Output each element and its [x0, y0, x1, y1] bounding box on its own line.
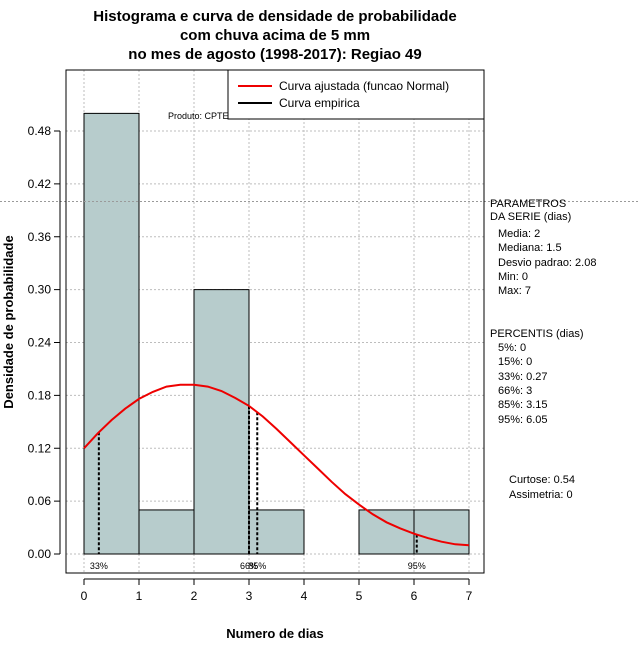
percentil-33: 33%: 0.27: [498, 371, 548, 383]
normal-fit-curve: [83, 383, 470, 547]
params-title-line-2: DA SERIE (dias): [490, 211, 571, 223]
x-tick-label-1: 1: [136, 589, 143, 603]
percentil-95: 95%: 6.05: [498, 414, 548, 426]
percentil-5: 5%: 0: [498, 342, 526, 354]
x-tick-label-6: 6: [411, 589, 418, 603]
percentil-85: 85%: 3.15: [498, 399, 548, 411]
y-tick-label-2: 0.12: [28, 441, 52, 455]
legend: Curva ajustada (funcao Normal) Curva emp…: [227, 69, 485, 120]
x-tick-label-5: 5: [356, 589, 363, 603]
legend-box: [227, 69, 485, 120]
histogram-bar-6: [413, 509, 470, 555]
chart-title-line-1: Histograma e curva de densidade de proba…: [93, 8, 456, 25]
y-tick-label-1: 0.06: [28, 494, 52, 508]
x-tick-label-7: 7: [466, 589, 473, 603]
percentis-title: PERCENTIS (dias): [490, 328, 584, 340]
param-desvio: Desvio padrao: 2.08: [498, 257, 596, 269]
assimetria-value: Assimetria: 0: [509, 489, 573, 501]
y-tick-label-5: 0.30: [28, 283, 52, 297]
y-tick-label-4: 0.24: [28, 336, 52, 350]
chart-title-line-3: no mes de agosto (1998-2017): Regiao 49: [128, 46, 421, 63]
chart-title-line-2: com chuva acima de 5 mm: [180, 27, 370, 44]
percentile-label-1: 66%: [240, 561, 258, 571]
x-axis: 0 1 2 3 4 5 6 7: [81, 578, 473, 603]
histogram-bars: [83, 112, 470, 555]
histogram-bar-3: [248, 509, 305, 555]
histogram-bar-1: [138, 509, 195, 555]
curtose-value: Curtose: 0.54: [509, 474, 575, 486]
x-tick-label-3: 3: [246, 589, 253, 603]
param-media: Media: 2: [498, 228, 540, 240]
y-axis-label: Densidade de probabilidade: [1, 235, 16, 408]
legend-label-empirical: Curva empirica: [279, 96, 360, 110]
y-tick-label-8: 0.48: [28, 124, 52, 138]
y-axis: 0.00 0.06 0.12 0.18 0.24 0.30 0.36 0.42 0.48: [28, 124, 61, 561]
side-panel: PARAMETROS DA SERIE (dias) Media: 2 Medi…: [490, 198, 596, 501]
source-label: Produto: CPTEC/INPE: [168, 111, 259, 121]
percentile-label-3: 95%: [408, 561, 426, 571]
y-tick-label-3: 0.18: [28, 388, 52, 402]
legend-label-fit: Curva ajustada (funcao Normal): [279, 79, 449, 93]
histogram-bar-2: [193, 289, 250, 555]
param-mediana: Mediana: 1.5: [498, 242, 562, 254]
x-axis-label: Numero de dias: [226, 626, 324, 641]
param-max: Max: 7: [498, 285, 531, 297]
x-tick-label-0: 0: [81, 589, 88, 603]
histogram-bar-0: [83, 112, 140, 555]
y-tick-label-7: 0.42: [28, 177, 52, 191]
params-title-line-1: PARAMETROS: [490, 198, 566, 210]
y-tick-label-0: 0.00: [28, 547, 52, 561]
percentile-label-0: 33%: [90, 561, 108, 571]
percentile-lines: [97, 405, 418, 554]
x-tick-label-2: 2: [191, 589, 198, 603]
x-tick-label-4: 4: [301, 589, 308, 603]
param-min: Min: 0: [498, 271, 528, 283]
percentile-label-2: 85%: [248, 561, 266, 571]
y-tick-label-6: 0.36: [28, 230, 52, 244]
percentile-labels: 33% 66%85% 95%: [90, 561, 426, 571]
percentil-15: 15%: 0: [498, 356, 532, 368]
histogram-bar-5: [358, 509, 415, 555]
percentil-66: 66%: 3: [498, 385, 532, 397]
